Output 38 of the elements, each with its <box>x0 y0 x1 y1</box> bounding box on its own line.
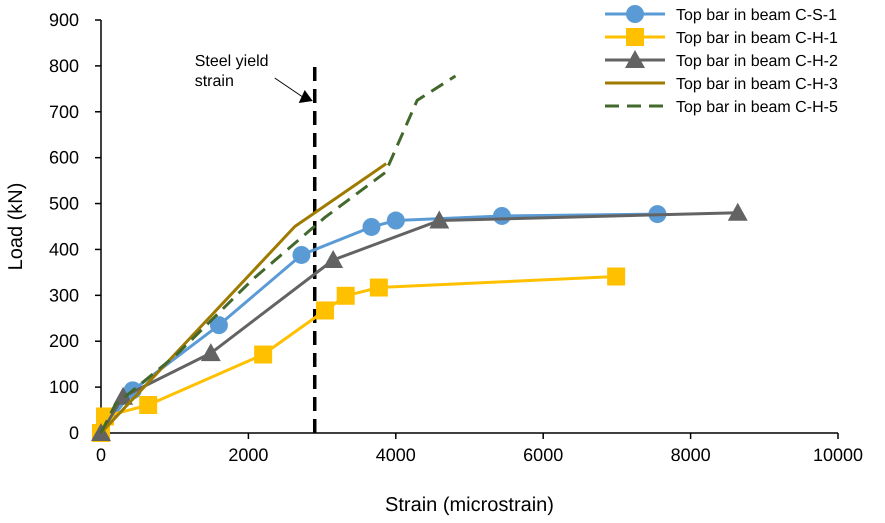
y-tick-label: 800 <box>48 56 79 76</box>
y-tick-label: 600 <box>48 148 79 168</box>
x-tick-label: 8000 <box>670 445 711 465</box>
y-tick-label: 100 <box>48 377 79 398</box>
point <box>200 343 221 362</box>
point <box>429 210 450 229</box>
point <box>316 301 334 320</box>
point <box>607 268 626 286</box>
x-tick-label: 4000 <box>376 445 416 465</box>
x-tick-label: 2000 <box>228 445 268 465</box>
point <box>323 250 344 268</box>
point <box>386 212 405 230</box>
y-tick-label: 0 <box>68 423 79 443</box>
y-tick-label: 700 <box>48 102 79 122</box>
point <box>292 246 310 264</box>
legend-label: Top bar in beam C-H-2 <box>676 53 838 70</box>
point <box>139 396 158 414</box>
y-tick-label: 400 <box>48 239 79 260</box>
x-axis-title: Strain (microstrain) <box>385 494 554 516</box>
y-tick-label: 300 <box>48 285 79 306</box>
legend-label: Top bar in beam C-S-1 <box>676 7 838 24</box>
x-tick-label: 0 <box>96 445 106 465</box>
point <box>370 278 388 297</box>
point <box>210 316 228 334</box>
x-tick-label: 6000 <box>523 445 564 465</box>
y-tick-label: 200 <box>48 331 79 352</box>
legend-label: Top bar in beam C-H-5 <box>676 99 838 116</box>
legend-label: Top bar in beam C-H-1 <box>676 30 838 47</box>
x-tick-label: 10000 <box>812 445 864 465</box>
legend-label: Top bar in beam C-H-3 <box>676 76 838 93</box>
y-tick-label: 900 <box>48 10 79 30</box>
y-tick-label: 500 <box>48 194 79 214</box>
point <box>254 346 272 364</box>
y-axis-title: Load (kN) <box>5 182 27 270</box>
ref-line-label: Steel yield strain <box>194 53 269 90</box>
point <box>362 218 380 236</box>
point <box>728 202 748 221</box>
point <box>336 286 355 305</box>
